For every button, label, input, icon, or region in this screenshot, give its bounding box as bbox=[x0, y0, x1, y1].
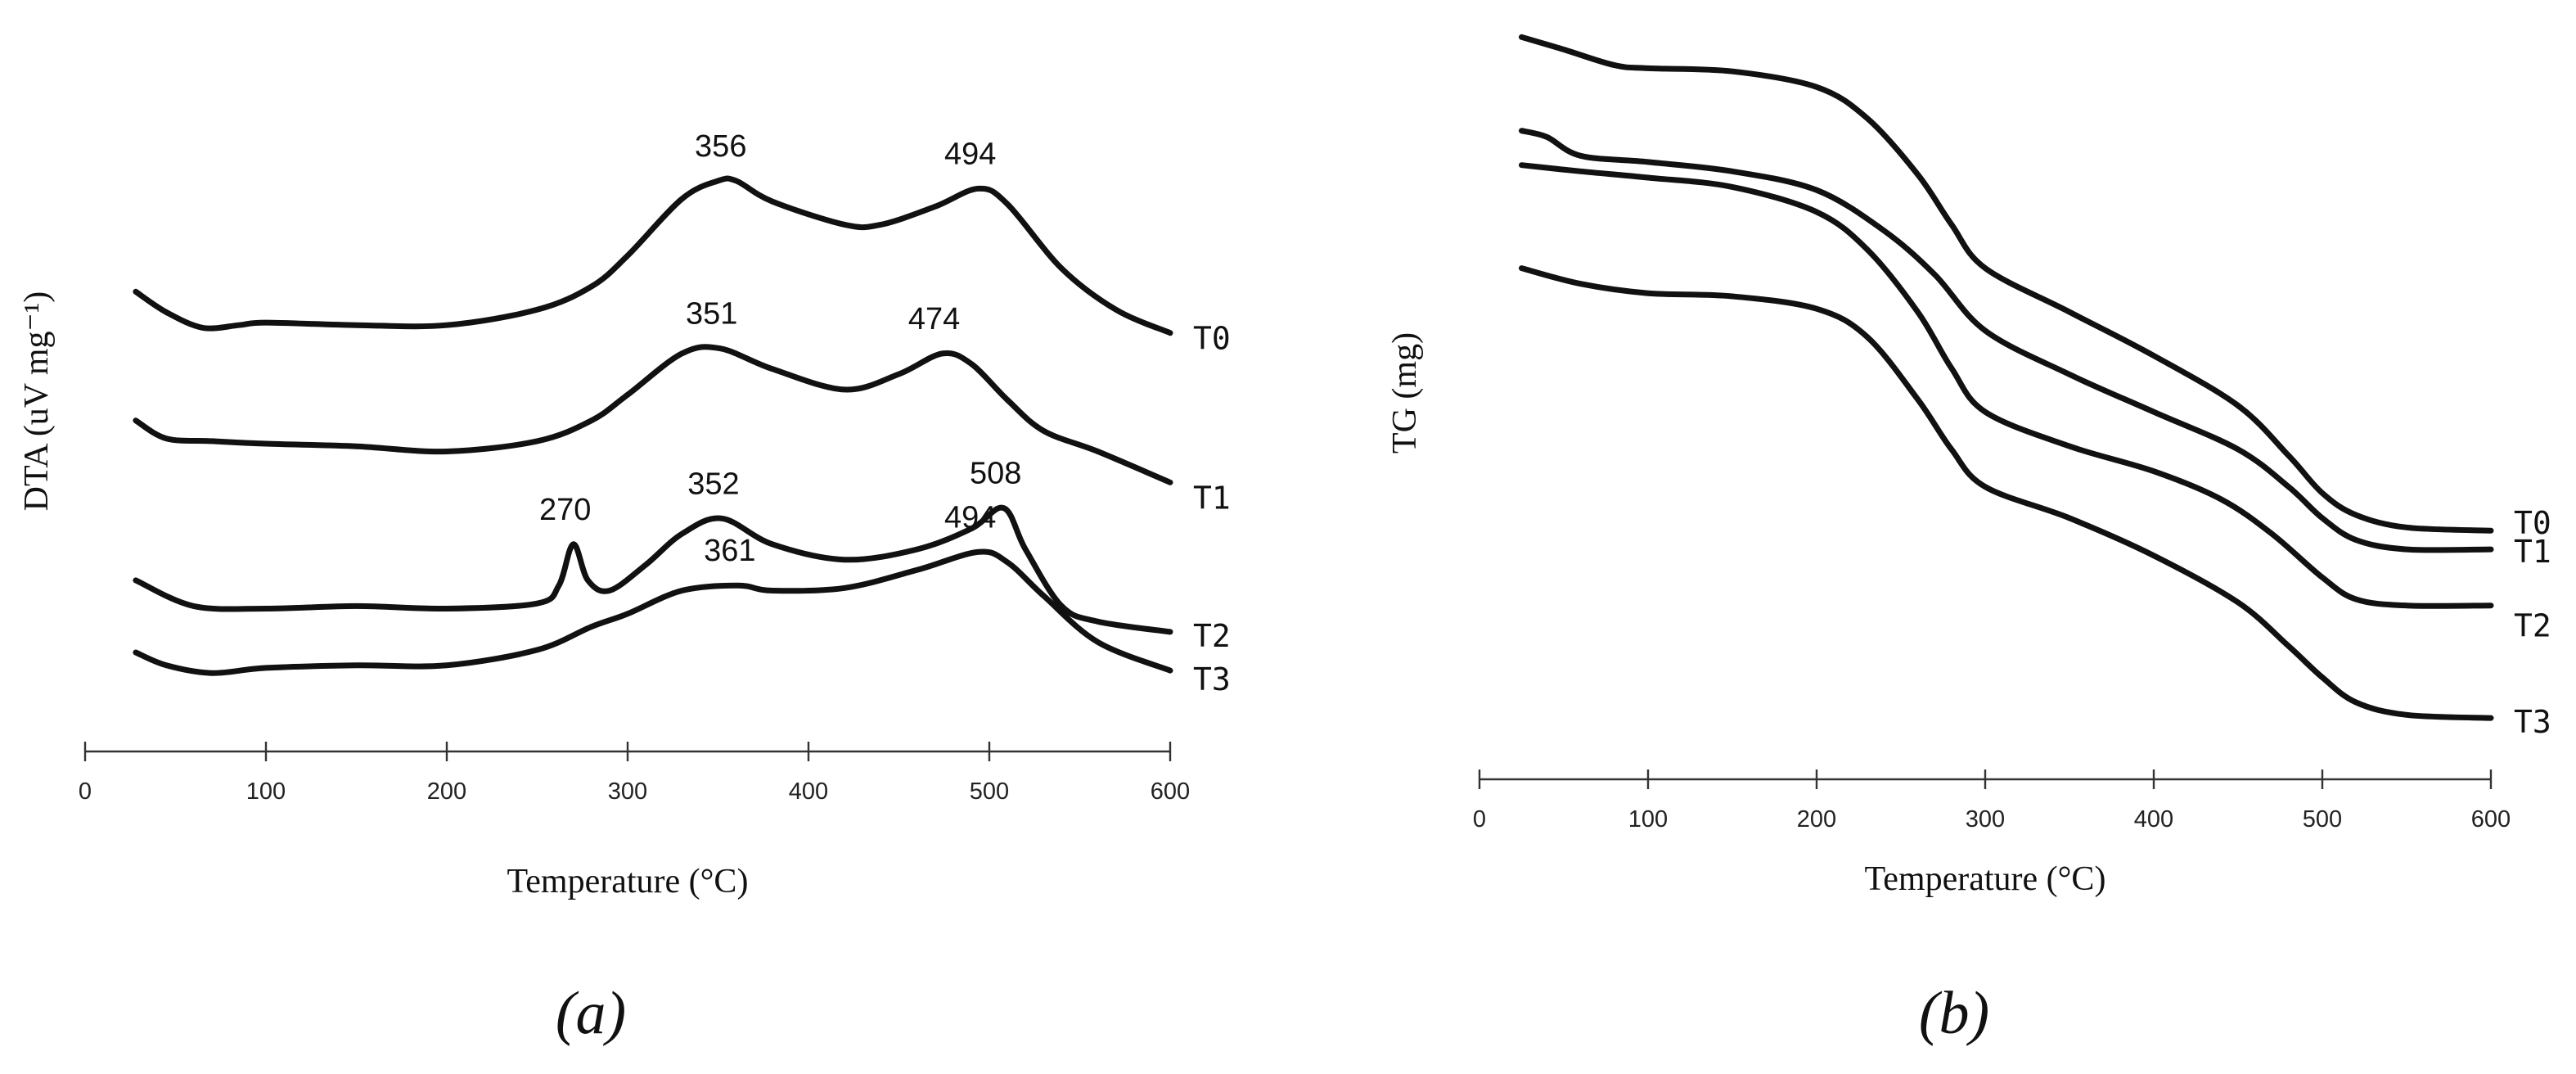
tg-y-axis-title: TG (mg) bbox=[1386, 332, 1424, 454]
tg-series-t3-line bbox=[1519, 265, 2494, 721]
tg-x-tick-label: 200 bbox=[1797, 806, 1836, 833]
dta-series-t0-line bbox=[133, 175, 1173, 336]
tg-x-tick-label: 400 bbox=[2134, 806, 2173, 833]
dta-peak-label: 494 bbox=[944, 137, 996, 171]
dta-x-tick-label: 300 bbox=[608, 778, 647, 805]
dta-peak-label: 508 bbox=[970, 457, 1021, 491]
tg-x-tick-label: 0 bbox=[1473, 806, 1486, 833]
dta-series-label-t2: T2 bbox=[1193, 618, 1231, 654]
tg-panel: 0 100 200 300 400 500 600 Temperature (°C) TG (m… bbox=[1386, 34, 2551, 1047]
tg-x-tick-label: 500 bbox=[2303, 806, 2342, 833]
dta-y-axis-title: DTA (uV mg⁻¹) bbox=[18, 291, 56, 512]
dta-series-t3-line bbox=[133, 548, 1173, 676]
dta-x-tick-label: 500 bbox=[970, 778, 1009, 805]
tg-x-tick-label: 300 bbox=[1966, 806, 2005, 833]
tg-series-label-t3: T3 bbox=[2514, 704, 2551, 740]
tg-x-axis-title: Temperature (°C) bbox=[1865, 860, 2106, 898]
tg-x-tick-label: 600 bbox=[2471, 806, 2511, 833]
dta-series-t2-line bbox=[133, 504, 1173, 635]
dta-x-tick-label: 200 bbox=[427, 778, 466, 805]
tg-series-label-t0: T0 bbox=[2514, 505, 2551, 541]
dta-x-axis-title: Temperature (°C) bbox=[507, 863, 749, 900]
dta-series-label-t1: T1 bbox=[1193, 480, 1231, 516]
dta-series-label-t0: T0 bbox=[1193, 321, 1231, 357]
tg-series-label-t2: T2 bbox=[2514, 608, 2551, 644]
tg-series-t0-line bbox=[1519, 34, 2494, 534]
dta-peak-label: 474 bbox=[908, 302, 960, 336]
dta-peak-label: 361 bbox=[704, 534, 755, 568]
dta-series-label-t3: T3 bbox=[1193, 661, 1231, 697]
dta-x-tick-label: 600 bbox=[1151, 778, 1190, 805]
dta-series-t1-line bbox=[133, 344, 1173, 485]
tg-series-t1-line bbox=[1519, 128, 2494, 553]
dta-panel-label: (a) bbox=[556, 980, 626, 1047]
dta-peak-label: 352 bbox=[687, 467, 739, 501]
dta-x-tick-label: 0 bbox=[79, 778, 92, 805]
tg-series-label-t1: T1 bbox=[2514, 534, 2551, 570]
dta-x-tick-label: 400 bbox=[789, 778, 828, 805]
tg-x-tick-label: 100 bbox=[1628, 806, 1668, 833]
dta-peak-label: 356 bbox=[695, 129, 746, 164]
tg-series-t2-line bbox=[1519, 162, 2494, 609]
tg-panel-label: (b) bbox=[1919, 980, 1989, 1047]
dta-peak-label: 351 bbox=[686, 297, 737, 332]
dta-peak-label: 494 bbox=[944, 500, 996, 535]
dta-x-tick-label: 100 bbox=[246, 778, 286, 805]
dta-peak-label: 270 bbox=[539, 493, 591, 527]
dta-panel: 0 100 200 300 400 500 600 Temperature (°C) DTA (… bbox=[18, 129, 1231, 1047]
